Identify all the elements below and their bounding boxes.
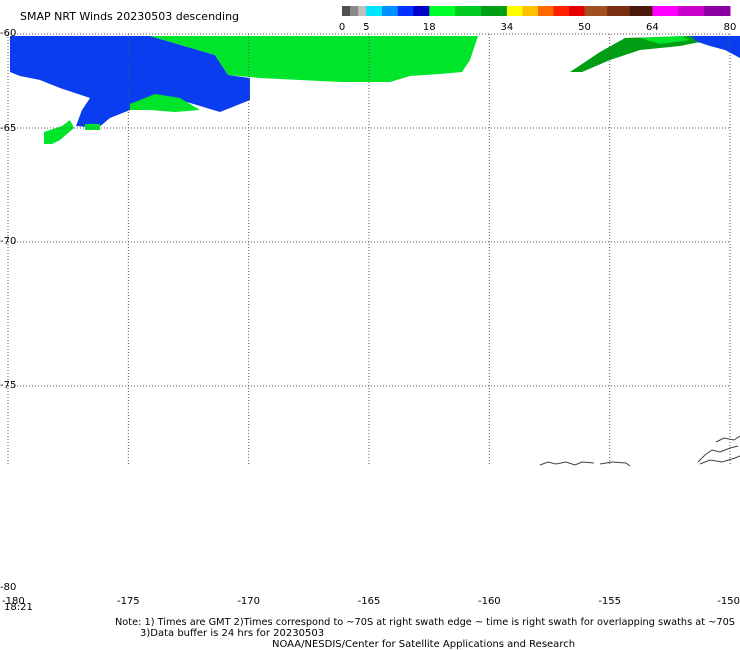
- legend-color-swatch: [678, 6, 705, 16]
- footer-note-2: 3)Data buffer is 24 hrs for 20230503: [140, 628, 324, 639]
- latitude-label: -65: [0, 123, 16, 134]
- latitude-label: -70: [0, 236, 16, 247]
- legend-color-swatch: [553, 6, 570, 16]
- legend-color-swatch: [382, 6, 399, 16]
- wind-swaths: [10, 36, 740, 144]
- swath-moderate-winds-east-bright: [640, 36, 690, 44]
- latitude-label: -60: [0, 28, 16, 39]
- longitude-label: -175: [117, 596, 140, 607]
- legend-color-swatch: [704, 6, 731, 16]
- longitude-label: -170: [237, 596, 260, 607]
- longitude-label: -160: [478, 596, 501, 607]
- legend-color-swatch: [537, 6, 554, 16]
- legend-color-swatch: [584, 6, 608, 16]
- swath-light-winds-east: [690, 36, 740, 58]
- swath-moderate-winds-small: [130, 94, 200, 112]
- longitude-label: -150: [717, 596, 740, 607]
- legend-tick-label: 18: [423, 22, 436, 33]
- legend-color-swatch: [429, 6, 456, 16]
- legend-color-swatch: [506, 6, 523, 16]
- legend-color-swatch: [568, 6, 585, 16]
- legend-tick-label: 64: [646, 22, 659, 33]
- swath-time-label: 18:21: [4, 602, 33, 613]
- legend-color-swatch: [481, 6, 508, 16]
- legend-tick-label: 5: [363, 22, 369, 33]
- legend-color-swatch: [350, 6, 359, 16]
- legend-color-swatch: [342, 6, 351, 16]
- longitude-labels: -180 -175 -170 -165 -160 -155 -150: [2, 596, 740, 607]
- legend-tick-label: 0: [339, 22, 345, 33]
- latitude-labels: -60 -65 -70 -75 -80: [0, 28, 16, 593]
- legend-color-swatch: [358, 6, 367, 16]
- legend-color-swatch: [522, 6, 539, 16]
- legend-color-swatch: [652, 6, 679, 16]
- lat-lon-grid: [7, 33, 731, 464]
- legend-tick-label: 50: [578, 22, 591, 33]
- swath-moderate-winds: [150, 36, 478, 82]
- swath-moderate-winds-edge2: [85, 124, 100, 130]
- legend-tick-label: 80: [724, 22, 737, 33]
- latitude-label: -80: [0, 582, 16, 593]
- map-title: SMAP NRT Winds 20230503 descending: [20, 10, 239, 23]
- legend-color-swatch: [397, 6, 415, 16]
- footer-note-1: Note: 1) Times are GMT 2)Times correspon…: [115, 617, 735, 628]
- longitude-label: -155: [598, 596, 621, 607]
- swath-moderate-winds-edge: [44, 120, 74, 144]
- legend-color-swatch: [455, 6, 482, 16]
- wind-speed-legend: 0 5 18 34 50 64 80: [339, 6, 737, 33]
- legend-color-swatch: [607, 6, 631, 16]
- latitude-label: -75: [0, 380, 16, 391]
- longitude-label: -180: [2, 596, 25, 607]
- footer-credit: NOAA/NESDIS/Center for Satellite Applica…: [272, 639, 575, 650]
- swath-moderate-winds-east: [570, 36, 700, 72]
- legend-color-swatch: [413, 6, 430, 16]
- antarctic-coastline: [539, 435, 740, 467]
- legend-tick-label: 34: [501, 22, 514, 33]
- swath-light-winds: [10, 36, 250, 128]
- legend-color-swatch: [366, 6, 383, 16]
- longitude-label: -165: [358, 596, 381, 607]
- legend-color-swatch: [629, 6, 653, 16]
